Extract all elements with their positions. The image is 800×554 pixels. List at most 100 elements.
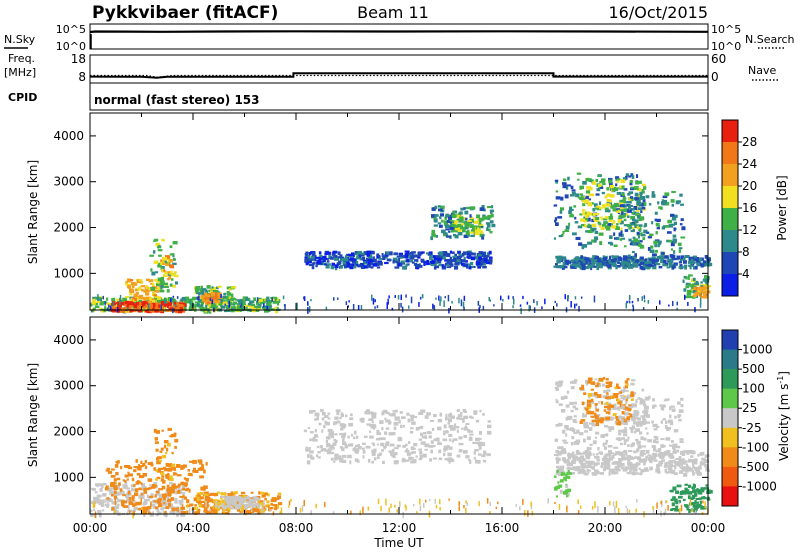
data-cell	[159, 289, 165, 293]
data-cell	[116, 307, 122, 310]
data-cell	[388, 432, 394, 436]
data-cell	[212, 304, 218, 308]
data-cell	[433, 224, 438, 227]
data-cell	[604, 453, 608, 457]
ground-speckle	[93, 501, 96, 508]
colorbar-swatch	[722, 252, 738, 275]
velocity-title-end: ]	[777, 371, 791, 376]
data-cell	[186, 300, 191, 304]
data-cell	[400, 262, 403, 266]
data-cell	[417, 251, 422, 256]
data-cell	[649, 258, 653, 263]
xtick-1200: 12:00	[382, 521, 417, 535]
data-cell	[160, 284, 164, 289]
data-cell	[388, 251, 393, 256]
data-cell	[482, 253, 486, 257]
data-cell	[585, 460, 591, 465]
ground-speckle	[288, 505, 290, 508]
data-cell	[579, 185, 584, 190]
data-cell	[430, 236, 433, 241]
data-cell	[608, 179, 613, 184]
data-cell	[645, 427, 648, 430]
data-cell	[234, 504, 239, 507]
data-cell	[478, 256, 482, 260]
data-cell	[633, 412, 639, 417]
data-cell	[121, 302, 125, 305]
data-cell	[580, 255, 583, 259]
data-cell	[630, 393, 635, 398]
data-cell	[131, 477, 135, 482]
data-cell	[575, 193, 580, 198]
data-cell	[148, 303, 153, 308]
data-cell	[148, 511, 151, 514]
data-cell	[223, 497, 226, 500]
data-cell	[392, 257, 398, 261]
data-cell	[458, 436, 463, 440]
data-cell	[570, 409, 574, 413]
data-cell	[237, 505, 241, 510]
data-cell	[366, 250, 372, 255]
data-cell	[371, 451, 376, 456]
ground-speckle	[410, 296, 413, 304]
data-cell	[184, 483, 188, 487]
data-cell	[405, 263, 408, 267]
data-cell	[596, 419, 600, 423]
data-cell	[580, 462, 586, 466]
data-cell	[308, 447, 311, 450]
ground-speckle	[617, 507, 620, 515]
ground-speckle	[477, 300, 480, 306]
data-cell	[698, 465, 702, 469]
data-cell	[163, 440, 169, 444]
data-cell	[419, 425, 424, 430]
data-cell	[135, 481, 140, 485]
data-cell	[385, 427, 390, 430]
data-cell	[324, 420, 327, 425]
data-cell	[665, 420, 668, 424]
data-cell	[598, 377, 604, 382]
data-cell	[425, 261, 430, 266]
data-cell	[624, 449, 627, 453]
data-cell	[491, 223, 496, 228]
data-cell	[580, 419, 586, 422]
data-cell	[627, 265, 633, 269]
data-cell	[150, 268, 153, 272]
data-cell	[605, 416, 611, 421]
data-cell	[475, 230, 478, 233]
data-cell	[707, 496, 710, 500]
data-cell	[217, 299, 221, 304]
data-cell	[366, 423, 371, 426]
data-cell	[370, 424, 375, 429]
data-cell	[274, 306, 278, 311]
data-cell	[347, 435, 350, 439]
data-cell	[598, 201, 602, 205]
data-cell	[314, 412, 320, 417]
data-cell	[606, 460, 611, 463]
ground-speckle	[463, 295, 466, 301]
data-cell	[607, 223, 611, 227]
data-cell	[685, 295, 688, 299]
data-cell	[340, 427, 344, 431]
data-cell	[565, 186, 569, 190]
data-cell	[632, 218, 636, 222]
data-cell	[209, 492, 215, 496]
data-cell	[423, 432, 427, 435]
data-cell	[228, 296, 232, 299]
data-cell	[576, 172, 582, 175]
data-cell	[92, 301, 96, 305]
data-cell	[637, 235, 640, 239]
data-cell	[376, 432, 382, 436]
data-cell	[144, 510, 148, 515]
data-cell	[320, 409, 324, 412]
data-cell	[270, 502, 273, 506]
data-cell	[687, 495, 691, 499]
data-cell	[404, 252, 409, 256]
ground-speckle	[689, 499, 692, 506]
data-cell	[226, 292, 232, 296]
data-cell	[583, 223, 586, 227]
data-cell	[213, 500, 216, 504]
data-cell	[155, 306, 160, 310]
data-cell	[342, 438, 345, 443]
data-cell	[370, 266, 374, 269]
data-cell	[630, 382, 635, 386]
ground-speckle	[574, 303, 576, 309]
